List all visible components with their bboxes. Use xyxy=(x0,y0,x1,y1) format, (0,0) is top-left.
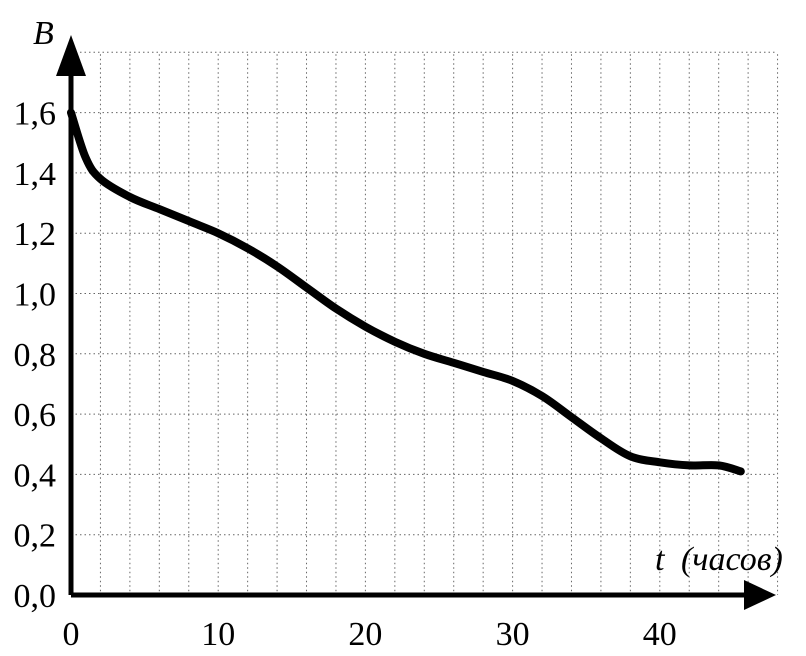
axes xyxy=(56,35,776,610)
grid xyxy=(71,51,779,595)
x-tick-label: 0 xyxy=(63,616,80,653)
y-axis-arrowhead xyxy=(56,35,86,76)
y-tick-label: 0,8 xyxy=(14,337,57,374)
x-tick-label: 10 xyxy=(201,616,235,653)
tick-labels: 0 10 20 30 40 0,0 0,2 0,4 0,6 0,8 1,0 1,2 1,4 1,6 xyxy=(14,96,677,653)
y-tick-label: 1,0 xyxy=(14,277,57,314)
x-tick-label: 40 xyxy=(643,616,677,653)
y-tick-label: 1,4 xyxy=(14,156,57,193)
y-tick-label: 1,2 xyxy=(14,216,57,253)
y-tick-label: 0,0 xyxy=(14,578,57,615)
y-tick-label: 0,6 xyxy=(14,397,57,434)
x-axis-unit: (часов) xyxy=(681,541,783,578)
x-axis-arrowhead xyxy=(744,580,776,610)
x-axis-label: t (часов) xyxy=(655,541,783,578)
x-axis-symbol: t xyxy=(655,541,666,578)
series-line xyxy=(67,108,745,476)
x-tick-label: 20 xyxy=(348,616,382,653)
y-tick-label: 0,2 xyxy=(14,518,57,555)
y-tick-label: 0,4 xyxy=(14,457,57,494)
series-layer xyxy=(67,108,745,476)
x-tick-label: 30 xyxy=(496,616,530,653)
y-axis-label: B xyxy=(33,15,54,52)
y-tick-label: 1,6 xyxy=(14,96,57,133)
